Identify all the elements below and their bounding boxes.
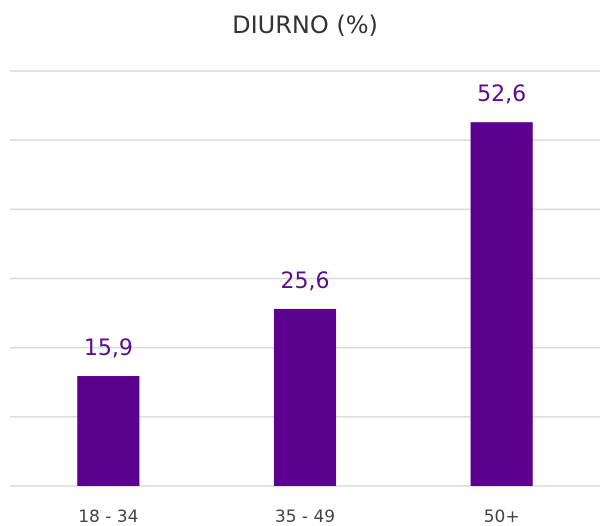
bar [77, 376, 140, 486]
bar [470, 122, 533, 486]
chart-title: DIURNO (%) [232, 11, 378, 39]
x-tick-label: 18 - 34 [78, 507, 138, 526]
data-label: 15,9 [84, 336, 133, 361]
x-tick-label: 35 - 49 [275, 507, 335, 526]
bar [273, 308, 337, 486]
data-label: 25,6 [281, 269, 330, 294]
data-label: 52,6 [477, 82, 526, 107]
x-tick-label: 50+ [484, 507, 520, 526]
